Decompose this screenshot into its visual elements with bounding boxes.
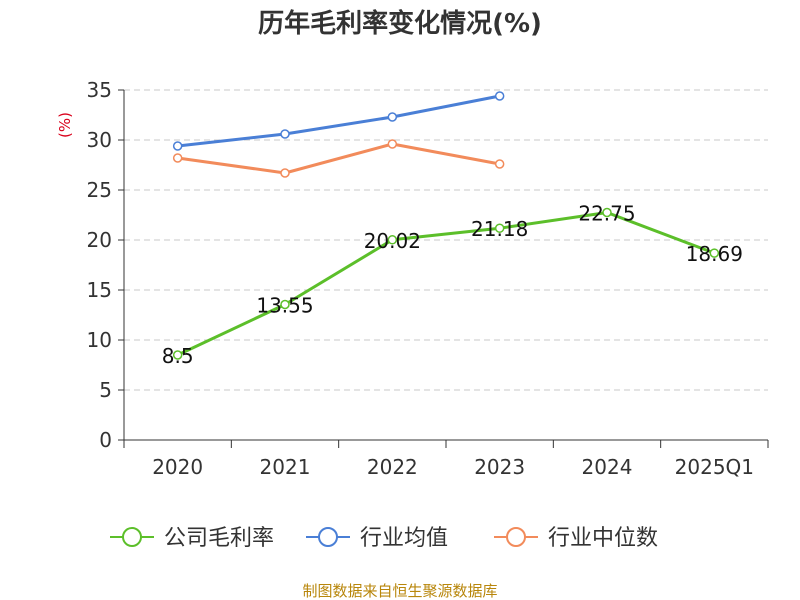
data-point[interactable] xyxy=(280,168,290,178)
legend-label: 行业中位数 xyxy=(548,526,658,551)
y-tick-label: 30 xyxy=(87,128,112,152)
x-tick-label: 2024 xyxy=(582,455,633,479)
source-note: 制图数据来自恒生聚源数据库 xyxy=(302,582,497,600)
series-line xyxy=(177,211,715,357)
legend-label: 行业均值 xyxy=(360,526,448,551)
y-tick-label: 20 xyxy=(87,228,112,252)
series-group: 8.5 13.55 20.02 21.18 22.75 18.69 xyxy=(162,91,743,369)
data-point[interactable] xyxy=(280,129,290,139)
data-point[interactable] xyxy=(172,141,183,151)
data-point[interactable] xyxy=(172,350,183,360)
y-tick-label: 25 xyxy=(87,178,112,202)
legend-item-2[interactable]: 行业中位数 xyxy=(494,526,658,551)
data-point[interactable] xyxy=(494,159,505,169)
y-tick-label: 0 xyxy=(99,428,112,452)
data-point[interactable] xyxy=(709,248,720,258)
legend[interactable]: 公司毛利率 行业均值 行业中位数 xyxy=(110,526,658,551)
legend-marker-icon xyxy=(506,527,526,547)
x-tick-label: 2023 xyxy=(474,455,525,479)
x-tick-label: 2020 xyxy=(152,455,203,479)
data-point[interactable] xyxy=(280,299,290,310)
axes: 0 5 10 15 20 25 30 35 2020 2021 2022 2023 2024 2025Q1 xyxy=(87,78,769,479)
legend-marker-icon xyxy=(122,527,142,547)
data-label: 13.55 xyxy=(256,294,313,318)
x-tick-label: 2025Q1 xyxy=(675,455,754,479)
x-tick-label: 2021 xyxy=(260,455,311,479)
series-line xyxy=(177,142,500,175)
data-point[interactable] xyxy=(172,153,183,163)
legend-label: 公司毛利率 xyxy=(164,526,274,551)
chart-title: 历年毛利率变化情况(%) xyxy=(258,8,542,39)
data-label: 18.69 xyxy=(686,242,743,266)
series-2 xyxy=(172,139,505,178)
y-tick-label: 15 xyxy=(87,278,112,302)
y-tick-label: 35 xyxy=(87,78,112,102)
y-tick-label: 10 xyxy=(87,328,112,352)
data-point[interactable] xyxy=(494,91,505,101)
grid-lines xyxy=(124,89,768,391)
data-point[interactable] xyxy=(387,139,398,149)
x-tick-label: 2022 xyxy=(367,455,418,479)
data-label: 20.02 xyxy=(364,229,421,253)
legend-marker-icon xyxy=(318,527,338,547)
data-point[interactable] xyxy=(387,112,398,122)
legend-item-0[interactable]: 公司毛利率 xyxy=(110,526,274,551)
series-line xyxy=(177,94,500,148)
y-tick-label: 5 xyxy=(99,378,112,402)
y-axis-label: (%) xyxy=(56,112,74,138)
legend-item-1[interactable]: 行业均值 xyxy=(306,526,448,551)
data-point[interactable] xyxy=(494,223,505,233)
data-label: 8.5 xyxy=(162,344,194,368)
data-point[interactable] xyxy=(602,207,612,218)
series-0: 8.5 13.55 20.02 21.18 22.75 18.69 xyxy=(162,202,743,369)
series-1 xyxy=(172,91,505,151)
data-label: 21.18 xyxy=(471,217,528,241)
data-point[interactable] xyxy=(387,235,398,245)
data-label: 22.75 xyxy=(578,202,635,226)
